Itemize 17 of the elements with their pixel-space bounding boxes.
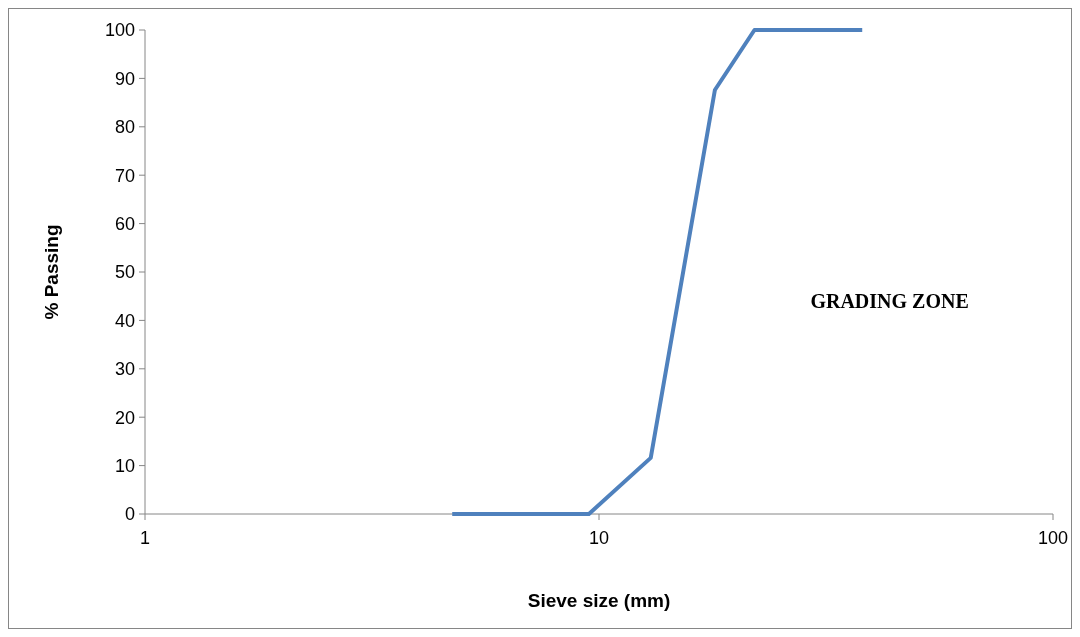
y-tick-label: 100 — [104, 20, 135, 41]
annotation: GRADING ZONE — [810, 290, 969, 313]
y-tick-label: 30 — [114, 359, 135, 380]
y-tick-label: 40 — [114, 310, 135, 331]
x-axis-title: Sieve size (mm) — [527, 590, 671, 611]
x-tick-label: 10 — [588, 528, 610, 548]
x-tick-label: 100 — [1037, 528, 1069, 548]
y-tick-label: 60 — [114, 213, 135, 234]
y-tick-label: 20 — [114, 407, 135, 428]
y-tick-label: 80 — [114, 117, 135, 138]
y-tick-label: 70 — [114, 165, 135, 186]
y-tick-label: 50 — [114, 262, 135, 283]
y-tick-label: 90 — [114, 68, 135, 89]
y-tick-label: 0 — [124, 504, 135, 525]
y-tick-label: 10 — [114, 455, 135, 476]
x-tick-label: 1 — [139, 528, 151, 548]
y-axis-title: % Passing — [41, 224, 62, 320]
